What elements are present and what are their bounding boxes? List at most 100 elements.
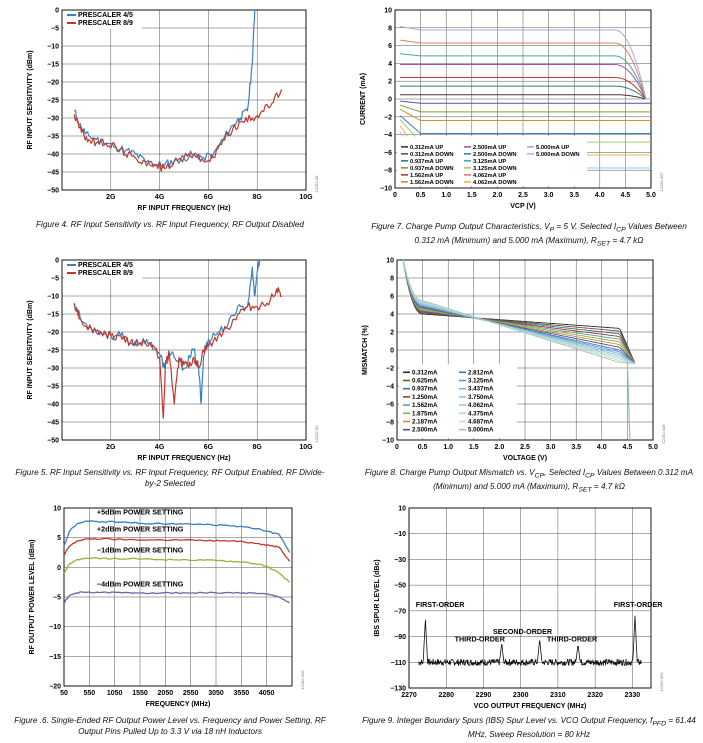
y-tick-label: −15 <box>47 312 59 319</box>
y-tick-label: −10 <box>394 531 406 538</box>
current-up-line <box>400 64 651 100</box>
y-tick-label: −10 <box>49 624 61 631</box>
y-tick-label: −10 <box>47 44 59 51</box>
y-axis-label: RF OUTPUT POWER LEVEL (dBm) <box>29 540 36 655</box>
figure-4-caption: Figure 4. RF Input Sensitivity vs. RF In… <box>36 220 304 229</box>
y-tick-label: −8 <box>384 168 392 175</box>
series-line-power-setting <box>63 520 291 553</box>
x-tick-label: 3.0 <box>544 192 554 199</box>
legend-entry: 1.562mA <box>412 402 438 409</box>
y-tick-label: −4 <box>386 384 394 391</box>
legend-entry: 4.062mA UP <box>473 173 506 179</box>
figure-6-caption: Figure .6. Single-Ended RF Output Power … <box>14 716 326 736</box>
y-tick-label: 0 <box>57 565 61 572</box>
y-tick-label: −50 <box>47 188 59 195</box>
series-line-prescaler-8-9 <box>73 89 283 172</box>
x-axis-label: RF INPUT FREQUENCY (Hz) <box>137 455 230 462</box>
y-tick-label: 10 <box>384 8 392 15</box>
figure-id-label: 12282-008 <box>661 424 666 444</box>
legend-entry: 4.687mA <box>468 419 494 426</box>
x-tick-label: 2.0 <box>495 444 505 451</box>
y-axis-label: RF INPUT SENSITIVITY (dBm) <box>27 300 34 399</box>
x-tick-label: 1.5 <box>469 444 479 451</box>
x-tick-label: 2270 <box>401 692 417 699</box>
figure-6-panel: 50 550 1050 1550 2050 2550 3050 3550 4050 −20 −15−… <box>0 500 340 743</box>
series-line-power-setting <box>63 591 290 604</box>
x-tick-label: 2290 <box>476 692 492 699</box>
y-tick-label: −90 <box>394 634 406 641</box>
mismatch-series-line <box>402 259 635 364</box>
legend-background <box>399 364 517 438</box>
legend-entry: 0.937mA <box>412 386 438 393</box>
x-tick-label: 4050 <box>259 690 275 697</box>
current-up-line <box>400 53 651 100</box>
y-tick-label: −40 <box>47 402 59 409</box>
current-up-line <box>400 85 651 100</box>
figure-4-chart: 2G 4G 6G 8G 10G−50−45−40−35−30−25−20−15−10−5… <box>27 8 319 213</box>
power-setting-label: +5dBm POWER SETTING <box>97 508 184 517</box>
y-tick-label: −25 <box>47 348 59 355</box>
y-tick-label: 4 <box>388 61 392 68</box>
figure-8-chart: 0 0.5 1.0 1.5 2.0 2.5 3.0 3.5 4.0 4.5 5.0 −10 −8 −6 −4… <box>362 258 666 463</box>
legend-entry: PRESCALER 4/5 <box>78 262 133 269</box>
y-tick-label: −20 <box>47 330 59 337</box>
series-line-power-setting <box>63 557 290 583</box>
x-tick-label: 1.0 <box>443 444 453 451</box>
x-axis-label: VCO OUTPUT FREQUENCY (MHz) <box>474 703 587 710</box>
legend-entry: 4.062mA <box>468 402 494 409</box>
y-tick-label: −15 <box>49 654 61 661</box>
figure-5-chart: 2G 4G 6G 8G 10G−50−45−40−35−30−25−20−15−10−5… <box>27 258 319 463</box>
y-tick-label: 0 <box>388 97 392 104</box>
x-axis-label: RF INPUT FREQUENCY (Hz) <box>137 205 230 212</box>
x-tick-label: 2G <box>106 444 116 451</box>
legend-entry: 2.187mA <box>412 419 438 426</box>
y-tick-label: 0 <box>390 348 394 355</box>
legend-entry: 1.562mA DOWN <box>410 180 454 186</box>
legend-entry: 2.500mA <box>412 427 438 434</box>
y-tick-label: −20 <box>47 80 59 87</box>
x-tick-label: 2300 <box>513 692 529 699</box>
legend-background <box>397 136 587 186</box>
legend-entry: 0.625mA <box>412 378 438 385</box>
y-tick-label: 10 <box>386 258 394 265</box>
y-tick-label: −25 <box>47 98 59 105</box>
y-tick-label: −130 <box>390 686 406 693</box>
figure-7-chart: 0 0.5 1.0 1.5 2.0 2.5 3.0 3.5 4.0 4.5 5.0 −10 −8 −6 −4… <box>360 8 664 211</box>
legend-entry: 3.437mA <box>468 386 494 393</box>
x-tick-label: 10G <box>299 444 313 451</box>
ibs-spur-trace <box>418 615 642 666</box>
legend-entry: 0.312mA DOWN <box>410 152 454 158</box>
x-tick-label: 6G <box>204 444 214 451</box>
legend-entry: PRESCALER 8/9 <box>78 20 133 27</box>
y-tick-label: −45 <box>47 170 59 177</box>
figure-8-caption-text: Figure 8. Charge Pump Output Mismatch vs… <box>364 468 694 494</box>
y-tick-label: −10 <box>380 186 392 193</box>
y-tick-label: 4 <box>390 312 394 319</box>
x-tick-label: 1050 <box>107 690 123 697</box>
current-up-line <box>400 77 651 100</box>
figure-4-panel: 2G 4G 6G 8G 10G −50 −45 −40 −35 −30 −25 −20 −15 −10 −5… <box>0 0 340 240</box>
legend-entry: 4.062mA DOWN <box>473 180 517 186</box>
plot-frame <box>61 259 307 441</box>
y-tick-label: −35 <box>47 134 59 141</box>
y-tick-label: −30 <box>47 366 59 373</box>
y-tick-label: −30 <box>394 557 406 564</box>
y-axis-label: IBS SPUR LEVEL (dBc) <box>374 559 381 636</box>
figure-id-label: 12282-007 <box>659 172 664 192</box>
figure-7-caption: Figure 7. Charge Pump Output Characteris… <box>360 222 698 250</box>
series-line-power-setting <box>63 537 291 562</box>
x-tick-label: 50 <box>60 690 68 697</box>
x-tick-label: 2.5 <box>518 192 528 199</box>
y-tick-label: 10 <box>398 506 406 513</box>
x-tick-label: 550 <box>83 690 95 697</box>
legend-entry: PRESCALER 4/5 <box>78 12 133 19</box>
legend-entry: 3.125mA <box>468 378 494 385</box>
x-tick-label: 0 <box>393 192 397 199</box>
x-axis-label: FREQUENCY (MHz) <box>146 701 211 708</box>
legend-background <box>64 11 142 29</box>
current-up-line <box>400 94 651 100</box>
x-tick-label: 2050 <box>158 690 174 697</box>
legend-entry: 0.937mA DOWN <box>410 166 454 172</box>
